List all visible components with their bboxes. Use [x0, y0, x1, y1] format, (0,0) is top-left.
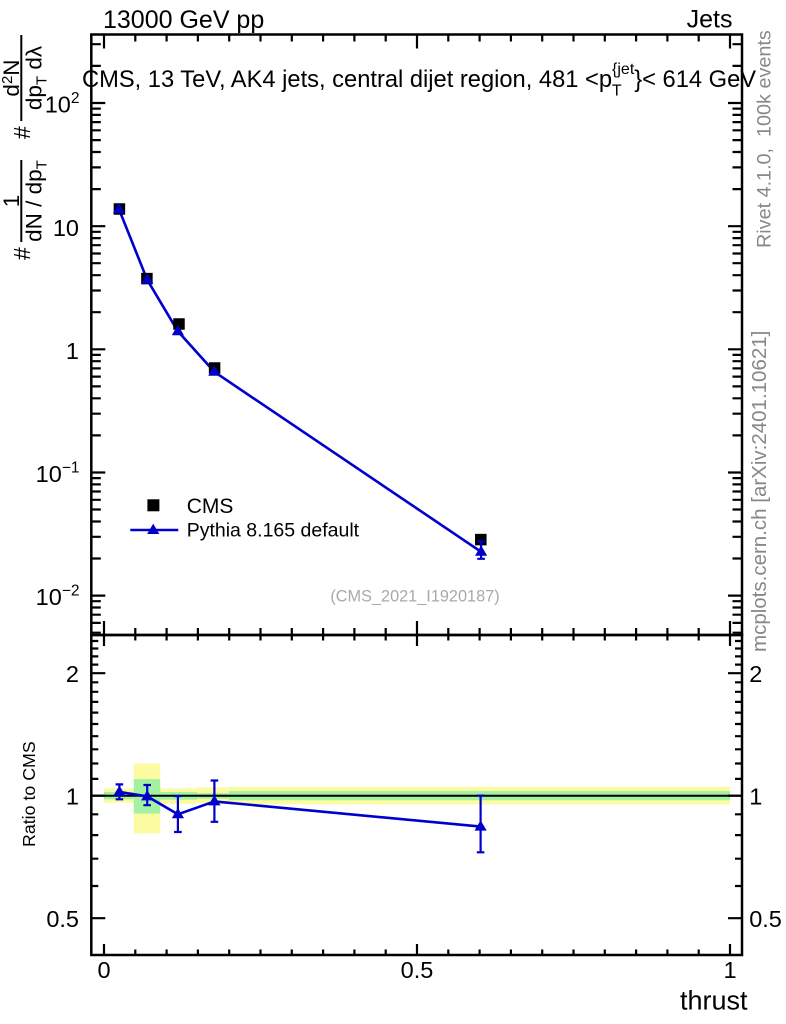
svg-text:thrust: thrust — [680, 986, 748, 1016]
svg-text:#: # — [9, 126, 35, 139]
svg-text:13000 GeV pp: 13000 GeV pp — [103, 6, 264, 34]
svg-text:1: 1 — [66, 338, 79, 364]
svg-text:1: 1 — [66, 784, 79, 810]
svg-text:1: 1 — [749, 784, 762, 810]
svg-text:1: 1 — [0, 195, 24, 208]
svg-text:mcplots.cern.ch [arXiv:2401.10: mcplots.cern.ch [arXiv:2401.10621] — [748, 331, 771, 652]
svg-text:10: 10 — [53, 215, 79, 241]
svg-text:0: 0 — [97, 957, 110, 983]
svg-text:#: # — [9, 247, 35, 260]
svg-text:Jets: Jets — [687, 6, 733, 34]
svg-text:2: 2 — [749, 661, 762, 687]
svg-text:CMS: CMS — [187, 495, 234, 518]
svg-text:2: 2 — [66, 661, 79, 687]
svg-text:0.5: 0.5 — [46, 906, 79, 932]
svg-text:Rivet 4.1.0, 100k events: Rivet 4.1.0, 100k events — [754, 30, 776, 248]
svg-text:0.5: 0.5 — [749, 906, 782, 932]
svg-text:Pythia 8.165 default: Pythia 8.165 default — [187, 520, 360, 542]
svg-text:dN / dpT: dN / dpT — [22, 160, 51, 242]
svg-text:Ratio to CMS: Ratio to CMS — [19, 741, 39, 847]
svg-text:0.5: 0.5 — [401, 957, 434, 983]
svg-text:(CMS_2021_I1920187): (CMS_2021_I1920187) — [330, 588, 499, 606]
svg-text:1: 1 — [723, 957, 736, 983]
